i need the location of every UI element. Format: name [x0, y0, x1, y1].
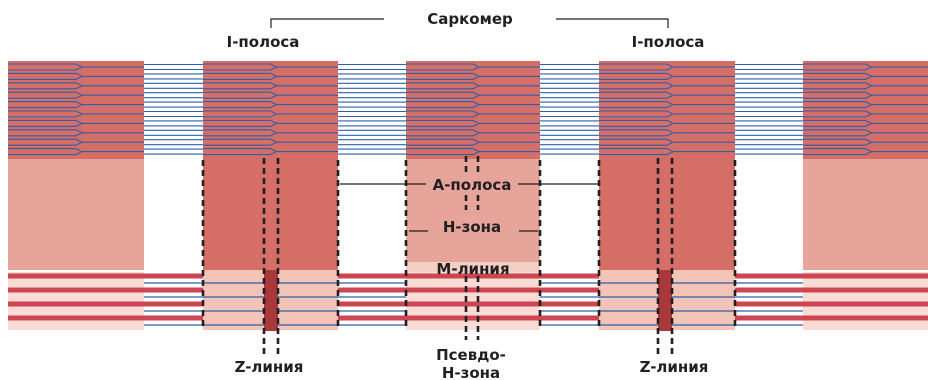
- z-line-label-left: Z-линия: [235, 358, 304, 376]
- a-band-label: А-полоса: [433, 176, 512, 194]
- top-block-3: [406, 61, 540, 159]
- z-line-label-right: Z-линия: [640, 358, 709, 376]
- mid-right-light: [803, 159, 928, 270]
- bottom-pale-left: [8, 272, 144, 330]
- top-block-1: [8, 61, 144, 159]
- sarcomere-label: Саркомер: [427, 10, 513, 28]
- pseudo-h-zone-label-line1: Псевдо-: [436, 346, 506, 364]
- sarcomere-bracket-right: [556, 18, 669, 28]
- bottom-filament-section: [8, 270, 928, 331]
- m-line-label: М-линия: [436, 260, 509, 278]
- h-zone-label: Н-зона: [443, 218, 501, 236]
- thin-filament-lines-top: [8, 63, 928, 156]
- m-line-pale-area: [406, 262, 540, 272]
- labels: Саркомер I-полоса I-полоса А-полоса Н-зо…: [227, 10, 709, 380]
- i-band-label-left: I-полоса: [227, 33, 300, 51]
- top-block-2: [203, 61, 338, 159]
- i-band-label-right: I-полоса: [632, 33, 705, 51]
- mid-left-light: [8, 159, 144, 270]
- filament-stripes-bottom: [8, 273, 928, 326]
- mid-light-center: [406, 159, 540, 270]
- top-filament-section: [8, 61, 928, 159]
- band-zone-section: [8, 159, 928, 272]
- label-connectors: [270, 18, 669, 232]
- z-disk-right: [658, 270, 672, 331]
- dashed-guide-lines: [201, 156, 737, 356]
- pseudo-h-zone-label-line2: Н-зона: [442, 364, 500, 380]
- sarcomere-bracket-left: [270, 18, 384, 28]
- mid-dark-2: [599, 159, 735, 270]
- z-disk-left: [264, 270, 278, 331]
- top-block-5: [803, 61, 928, 159]
- mid-dark-1: [203, 159, 338, 270]
- top-block-4: [599, 61, 735, 159]
- bottom-pale-center: [406, 272, 540, 330]
- bottom-pale-right: [803, 272, 928, 330]
